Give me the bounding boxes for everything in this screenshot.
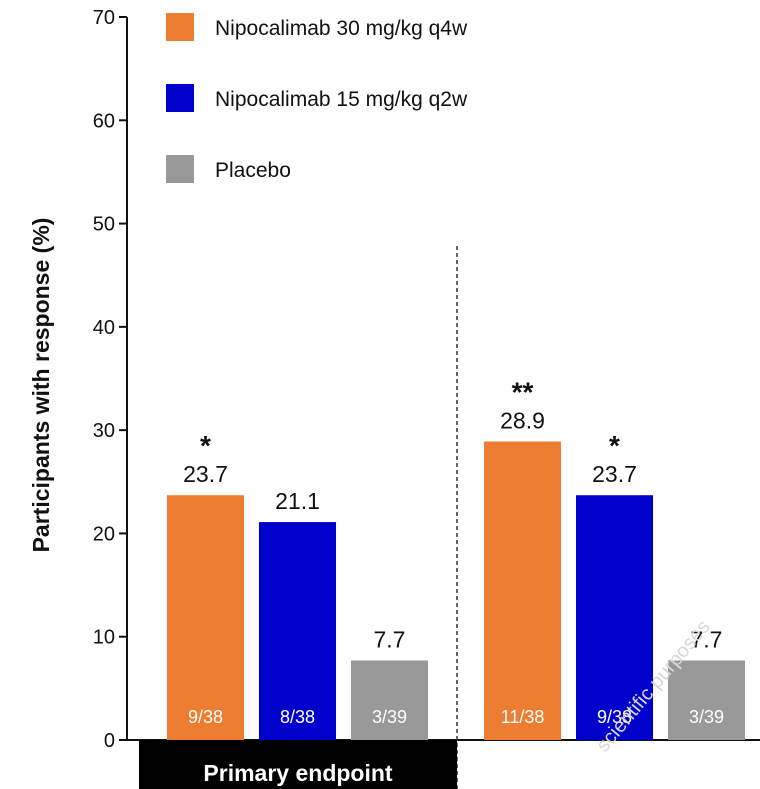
y-tick-label: 0 (104, 730, 115, 752)
y-tick-label: 40 (93, 317, 115, 339)
primary-endpoint-label: Primary endpoint (203, 760, 392, 786)
bar-count-label: 3/39 (372, 707, 407, 727)
y-tick-label: 20 (93, 523, 115, 545)
bar-value-label: 21.1 (275, 488, 320, 514)
bar (167, 495, 244, 740)
bar-value-label: 23.7 (592, 461, 637, 487)
bars (167, 441, 745, 740)
bar (351, 660, 428, 740)
significance-marker: * (200, 430, 211, 461)
y-tick-label: 10 (93, 627, 115, 649)
bar (668, 660, 745, 740)
y-tick-label: 70 (93, 7, 115, 29)
bar-value-label: 7.7 (691, 626, 723, 652)
y-tick-label: 60 (93, 110, 115, 132)
legend-swatch (166, 155, 194, 183)
significance-marker: ** (512, 377, 534, 408)
bar-count-label: 9/38 (597, 707, 632, 727)
legend-entry: Placebo (215, 159, 291, 182)
legend-entry: Nipocalimab 15 mg/kg q2w (215, 88, 468, 111)
legend-swatch (166, 84, 194, 112)
y-axis-label: Participants with response (%) (28, 218, 54, 553)
bar-count-label: 3/39 (689, 707, 724, 727)
bar-value-label: 28.9 (500, 408, 545, 434)
bar-count-label: 11/38 (501, 707, 545, 727)
primary-endpoint-box: Primary endpoint (139, 740, 457, 789)
primary-endpoint-background (139, 740, 457, 789)
significance-marker: * (609, 430, 620, 461)
bar (576, 495, 653, 740)
legend-swatch (166, 13, 194, 41)
bar-count-label: 8/38 (280, 707, 315, 727)
legend-entry: Nipocalimab 30 mg/kg q4w (215, 17, 468, 40)
bar (484, 441, 561, 740)
bar-value-label: 7.7 (374, 626, 406, 652)
y-tick-label: 50 (93, 214, 115, 236)
bar (259, 522, 336, 740)
legend: Nipocalimab 30 mg/kg q4w Nipocalimab 15 m… (166, 13, 468, 183)
y-tick-label: 30 (93, 420, 115, 442)
bar-value-label: 23.7 (183, 461, 228, 487)
bar-labels: 23.7*9/3821.18/387.73/3928.9**11/3823.7*… (183, 377, 724, 727)
bar-count-label: 9/38 (188, 707, 223, 727)
